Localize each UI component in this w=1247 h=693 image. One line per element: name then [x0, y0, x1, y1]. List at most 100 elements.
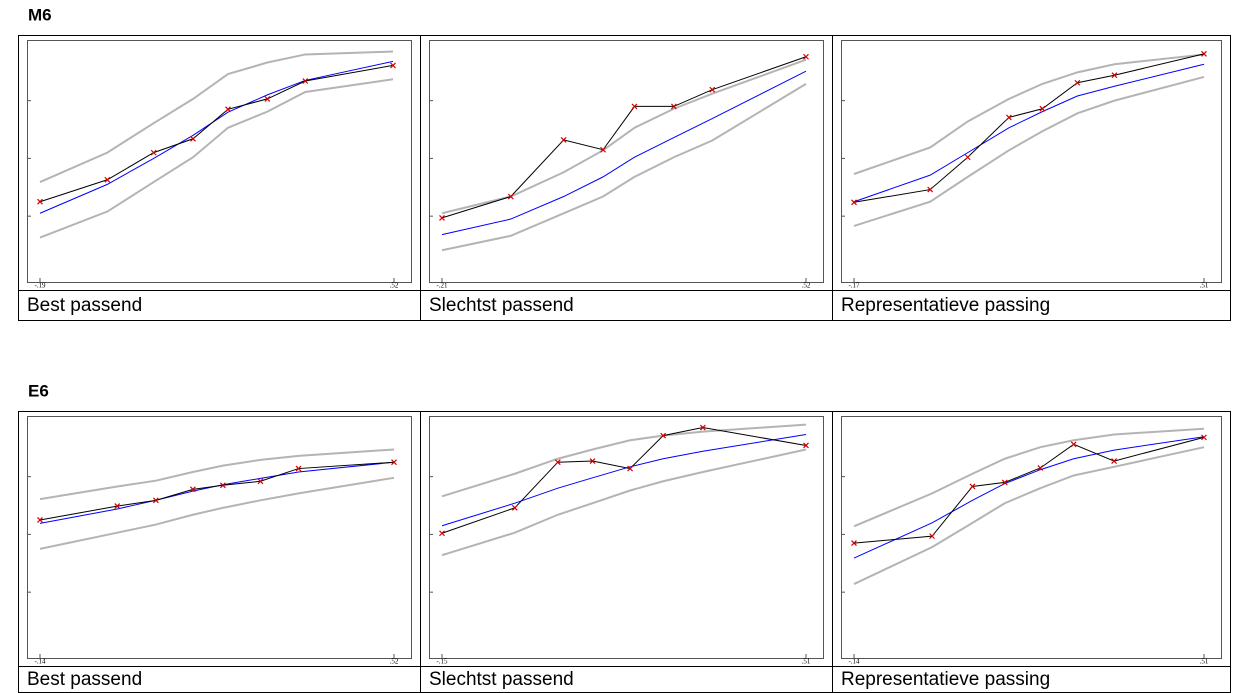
x-tick-label: -.21: [436, 282, 448, 290]
observed-line: [853, 436, 1205, 544]
observed-marker: [1006, 114, 1012, 121]
band-lower: [853, 446, 1205, 585]
observed-marker: [511, 504, 518, 511]
observed-marker: [709, 86, 716, 93]
observed-marker: [699, 424, 706, 431]
observed-marker: [851, 199, 857, 206]
observed-marker: [219, 482, 226, 489]
observed-marker: [631, 103, 638, 110]
x-tick-label: .52: [390, 282, 399, 290]
x-tick-label: -.14: [848, 658, 860, 666]
observed-marker: [507, 193, 514, 200]
section-title: M6: [28, 5, 52, 24]
observed-marker: [964, 154, 971, 161]
plot-frame: [841, 40, 1222, 283]
observed-marker: [225, 106, 231, 113]
observed-marker: [257, 478, 264, 485]
caption: Best passend: [27, 295, 142, 316]
band-lower: [441, 448, 807, 557]
plot-frame: [27, 416, 412, 659]
observed-marker: [152, 497, 159, 504]
observed-line: [441, 56, 807, 219]
observed-marker: [660, 432, 667, 439]
expected-curve: [441, 70, 807, 236]
band-upper: [441, 58, 807, 215]
caption: Best passend: [27, 669, 142, 690]
table-border: [18, 35, 1231, 321]
plot-frame: [429, 40, 824, 283]
x-tick-label: .51: [1200, 282, 1209, 290]
plot-frame: [429, 416, 824, 659]
observed-marker: [264, 95, 271, 102]
band-upper: [39, 50, 394, 183]
observed-marker: [190, 135, 196, 142]
x-tick-label: .51: [1200, 658, 1209, 666]
expected-curve: [853, 63, 1205, 203]
observed-line: [441, 427, 807, 534]
observed-marker: [302, 78, 309, 84]
observed-marker: [1074, 79, 1081, 86]
observed-marker: [1001, 479, 1008, 486]
observed-marker: [851, 540, 857, 546]
observed-line: [853, 53, 1205, 203]
observed-marker: [189, 486, 196, 493]
x-tick-label: -.19: [34, 282, 46, 290]
observed-marker: [803, 442, 809, 449]
observed-marker: [1201, 434, 1207, 441]
expected-curve: [853, 436, 1205, 559]
x-tick-label: .52: [802, 282, 811, 290]
observed-marker: [295, 465, 302, 472]
expected-curve: [39, 461, 395, 524]
observed-marker: [1070, 441, 1077, 448]
x-tick-label: -.15: [436, 658, 448, 666]
x-tick-label: .52: [390, 658, 399, 666]
observed-marker: [927, 186, 934, 193]
band-upper: [853, 427, 1205, 528]
observed-line: [39, 64, 394, 203]
observed-marker: [1111, 72, 1118, 79]
band-upper: [39, 448, 395, 501]
observed-marker: [670, 103, 677, 110]
observed-marker: [627, 465, 633, 472]
observed-marker: [1039, 105, 1046, 112]
observed-marker: [439, 530, 445, 537]
observed-marker: [929, 533, 936, 540]
observed-marker: [969, 483, 976, 490]
band-lower: [853, 75, 1205, 227]
observed-marker: [114, 503, 121, 510]
observed-marker: [589, 458, 596, 464]
section-title: E6: [28, 381, 49, 400]
observed-marker: [37, 517, 43, 523]
plot-frame: [841, 416, 1222, 659]
observed-marker: [391, 459, 397, 466]
observed-marker: [600, 146, 606, 153]
plot-frame: [27, 40, 412, 283]
band-lower: [39, 78, 394, 239]
observed-marker: [439, 214, 445, 221]
band-upper: [853, 53, 1205, 175]
caption: Representatieve passing: [841, 669, 1050, 690]
observed-marker: [390, 62, 396, 69]
caption: Representatieve passing: [841, 295, 1050, 316]
observed-marker: [560, 136, 567, 143]
observed-marker: [1111, 458, 1118, 464]
x-tick-label: -.14: [34, 658, 46, 666]
observed-marker: [554, 459, 561, 466]
band-lower: [441, 83, 807, 252]
caption: Slechtst passend: [429, 295, 574, 316]
observed-marker: [150, 149, 157, 156]
caption: Slechtst passend: [429, 669, 574, 690]
x-tick-label: -.17: [848, 282, 860, 290]
observed-marker: [1037, 465, 1044, 471]
observed-marker: [1201, 50, 1207, 57]
band-lower: [39, 476, 395, 550]
observed-line: [39, 461, 395, 521]
x-tick-label: .51: [802, 658, 811, 666]
band-upper: [441, 423, 807, 498]
observed-marker: [803, 53, 809, 60]
table-border: [18, 411, 1231, 693]
observed-marker: [37, 198, 43, 205]
observed-marker: [104, 176, 111, 183]
